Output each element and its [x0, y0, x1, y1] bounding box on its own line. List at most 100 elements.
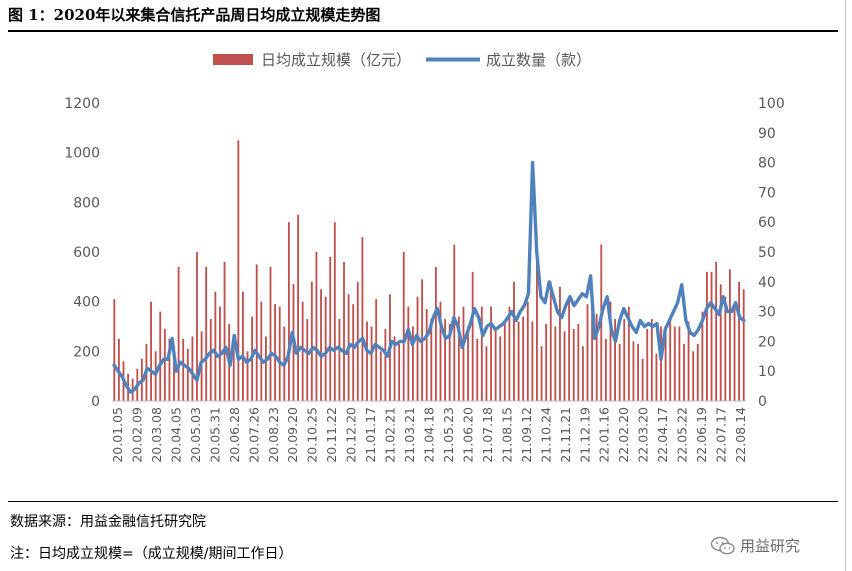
bar	[444, 319, 446, 401]
x-tick-label: 21.06.20	[460, 407, 475, 463]
bar	[379, 351, 382, 401]
x-tick-label: 21.05.23	[441, 407, 456, 463]
bar	[274, 304, 277, 401]
bar	[471, 271, 474, 401]
x-tick-label: 20.12.20	[344, 407, 359, 463]
bar	[361, 237, 364, 401]
bar	[581, 346, 584, 401]
bar	[517, 321, 520, 401]
right-tick-label: 100	[758, 96, 785, 112]
bar	[320, 289, 322, 401]
bar	[618, 343, 621, 401]
x-tick-label: 20.03.08	[149, 407, 164, 463]
bar	[113, 299, 116, 401]
bar	[701, 311, 704, 401]
right-tick-label: 80	[758, 156, 776, 172]
bar	[480, 306, 483, 401]
bar	[641, 358, 644, 401]
bar	[664, 331, 667, 401]
note-text: 注：日均成立规模=（成立规模/期间工作日）	[10, 546, 293, 562]
bar	[522, 316, 525, 401]
bar	[609, 301, 612, 401]
left-tick-label: 0	[91, 394, 100, 410]
bar	[729, 269, 731, 401]
legend-bar-swatch	[213, 54, 253, 65]
bar	[278, 306, 281, 401]
x-tick-label: 20.08.23	[266, 407, 281, 463]
bar	[232, 341, 235, 401]
left-tick-label: 800	[73, 195, 100, 211]
bar	[412, 326, 414, 401]
bar	[333, 222, 336, 401]
bar	[301, 301, 304, 401]
x-tick-label: 22.08.14	[733, 407, 748, 463]
bar	[209, 319, 212, 401]
source-text: 数据来源：用益金融信托研究院	[10, 514, 206, 530]
line-series	[112, 160, 746, 394]
bar	[269, 266, 272, 401]
bar	[650, 319, 653, 401]
bar	[490, 306, 492, 401]
bar	[660, 326, 662, 401]
bar	[549, 281, 552, 401]
bar	[150, 301, 152, 401]
right-tick-label: 50	[758, 245, 776, 261]
right-tick-label: 90	[758, 126, 776, 142]
x-tick-label: 21.08.15	[499, 407, 514, 463]
bar	[457, 316, 460, 401]
x-tick-label: 22.01.16	[597, 407, 612, 463]
left-tick-label: 600	[73, 245, 100, 261]
right-tick-label: 10	[758, 364, 776, 380]
bar	[632, 341, 635, 401]
right-tick-label: 60	[758, 215, 776, 231]
bar	[591, 286, 594, 401]
bar	[655, 353, 658, 401]
bar	[719, 284, 722, 401]
x-tick-label: 21.07.18	[480, 407, 495, 463]
bar	[237, 140, 240, 401]
bar	[315, 252, 318, 401]
x-tick-label: 21.10.24	[538, 407, 553, 463]
left-tick-label: 400	[73, 295, 100, 311]
bar	[448, 324, 451, 401]
bar	[434, 266, 437, 401]
bar	[416, 296, 419, 401]
x-tick-label: 22.02.20	[616, 407, 631, 463]
x-tick-label: 20.07.26	[246, 407, 261, 463]
right-border	[845, 0, 846, 571]
left-tick-label: 1000	[64, 146, 100, 162]
x-tick-label: 22.03.20	[636, 407, 651, 463]
bar	[260, 301, 263, 401]
bar	[545, 324, 548, 401]
wechat-icon	[710, 536, 735, 554]
bar	[398, 343, 401, 401]
bar	[255, 264, 258, 401]
bar	[627, 306, 630, 401]
bar	[733, 306, 736, 401]
x-tick-label: 20.05.31	[207, 407, 222, 463]
title-rule	[8, 30, 838, 32]
x-tick-label: 20.04.05	[168, 407, 183, 463]
x-tick-label: 21.03.21	[402, 407, 417, 463]
bar	[462, 306, 465, 401]
bar	[306, 319, 309, 401]
bar	[366, 321, 368, 401]
bar	[393, 336, 396, 401]
bar	[559, 286, 561, 401]
bar	[577, 324, 580, 401]
bar	[467, 326, 469, 401]
x-tick-label: 22.06.19	[694, 407, 709, 463]
bar	[508, 306, 511, 401]
x-tick-label: 20.10.25	[305, 407, 320, 463]
right-tick-label: 30	[758, 305, 776, 321]
chart: 日均成立规模（亿元） 成立数量（款） 020040060080010001200…	[64, 51, 785, 463]
bar	[604, 338, 607, 401]
footer-rule	[8, 501, 838, 502]
bar	[738, 281, 741, 401]
x-tick-label: 21.04.18	[422, 407, 437, 463]
bar	[297, 214, 299, 401]
watermark: 用益研究	[710, 535, 800, 556]
bar	[246, 351, 249, 401]
right-tick-label: 20	[758, 334, 776, 350]
x-tick-label: 20.09.20	[285, 407, 300, 463]
